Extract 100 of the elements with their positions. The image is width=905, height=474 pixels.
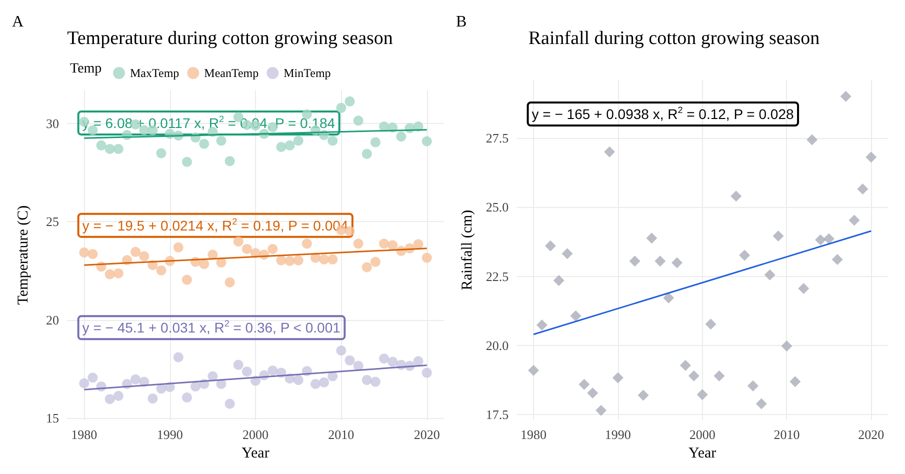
y-tick-label: 25 [46, 214, 59, 230]
point [310, 378, 320, 389]
point [130, 374, 141, 384]
y-tick-label: 15 [46, 410, 59, 426]
point [293, 375, 304, 386]
y-tick-label: 20.0 [486, 338, 509, 353]
point [353, 116, 364, 126]
point [156, 148, 166, 158]
y-axis-title: Temperature (C) [16, 205, 32, 305]
point [629, 256, 640, 267]
point [544, 240, 556, 252]
point [113, 144, 124, 154]
x-tick-label: 2000 [689, 427, 716, 442]
text: B [456, 14, 467, 30]
chart-title: Rainfall during cotton growing season [528, 28, 820, 49]
x-tick-label: 1980 [520, 427, 547, 442]
point [672, 257, 683, 268]
point [747, 380, 758, 392]
point [696, 389, 708, 400]
point [396, 132, 406, 142]
point [173, 352, 184, 362]
point [104, 269, 115, 280]
point [233, 236, 244, 246]
point [216, 136, 226, 146]
point [422, 136, 432, 146]
point [413, 356, 424, 366]
point [739, 250, 750, 261]
point [344, 355, 355, 366]
point [139, 251, 150, 262]
point [857, 183, 868, 194]
point [88, 372, 98, 383]
point [156, 265, 166, 276]
point [88, 249, 98, 260]
legend-label: MaxTemp [130, 66, 180, 80]
point [182, 392, 192, 402]
legend-title: Temp [70, 62, 102, 76]
point [422, 252, 432, 263]
point [413, 239, 424, 250]
x-tick-label: 1980 [71, 427, 98, 442]
point [730, 190, 742, 202]
point [848, 214, 860, 226]
point [562, 248, 573, 260]
point [866, 152, 877, 163]
point [781, 340, 792, 352]
point [276, 255, 286, 266]
point [553, 274, 564, 286]
point [319, 254, 330, 264]
point [832, 254, 843, 265]
point [319, 377, 330, 388]
point [612, 372, 624, 384]
point [224, 398, 235, 409]
point [840, 90, 852, 102]
point [604, 146, 615, 158]
point [596, 404, 607, 416]
point [587, 388, 598, 399]
y-axis-title: Rainfall (cm) [460, 210, 476, 290]
point [388, 240, 398, 250]
x-axis-title: Year [688, 446, 716, 462]
point [422, 368, 432, 378]
point [790, 376, 801, 388]
point [182, 274, 192, 285]
x-tick-label: 2010 [774, 427, 800, 442]
y-tick-label: 27.5 [486, 130, 509, 146]
text: A [12, 14, 24, 30]
legend-label: MinTemp [284, 66, 331, 80]
point [242, 366, 252, 377]
point [242, 244, 252, 254]
x-tick-label: 2020 [414, 427, 440, 442]
point [293, 136, 304, 146]
point [663, 292, 674, 304]
point [328, 136, 338, 146]
point [276, 142, 286, 152]
point [113, 268, 124, 278]
point [714, 370, 725, 382]
y-tick-label: 20 [46, 312, 59, 328]
point [113, 390, 124, 401]
point [705, 318, 716, 330]
point [79, 248, 90, 258]
x-tick-label: 2010 [328, 427, 354, 442]
x-axis-title: Year [242, 446, 270, 462]
point [344, 96, 355, 106]
point [104, 144, 115, 154]
point [772, 230, 784, 242]
point [764, 269, 776, 280]
point [570, 310, 582, 322]
point [370, 256, 380, 267]
point [823, 233, 834, 244]
point [528, 364, 540, 376]
point [96, 140, 106, 150]
point [293, 255, 304, 266]
point [362, 375, 372, 386]
chart-title: Temperature during cotton growing season [67, 28, 394, 49]
point [638, 390, 649, 401]
point [173, 242, 184, 252]
point [328, 371, 338, 382]
legend-label: MeanTemp [204, 66, 259, 80]
point [199, 138, 210, 149]
point [362, 262, 372, 272]
point [536, 319, 548, 330]
point [806, 134, 818, 146]
